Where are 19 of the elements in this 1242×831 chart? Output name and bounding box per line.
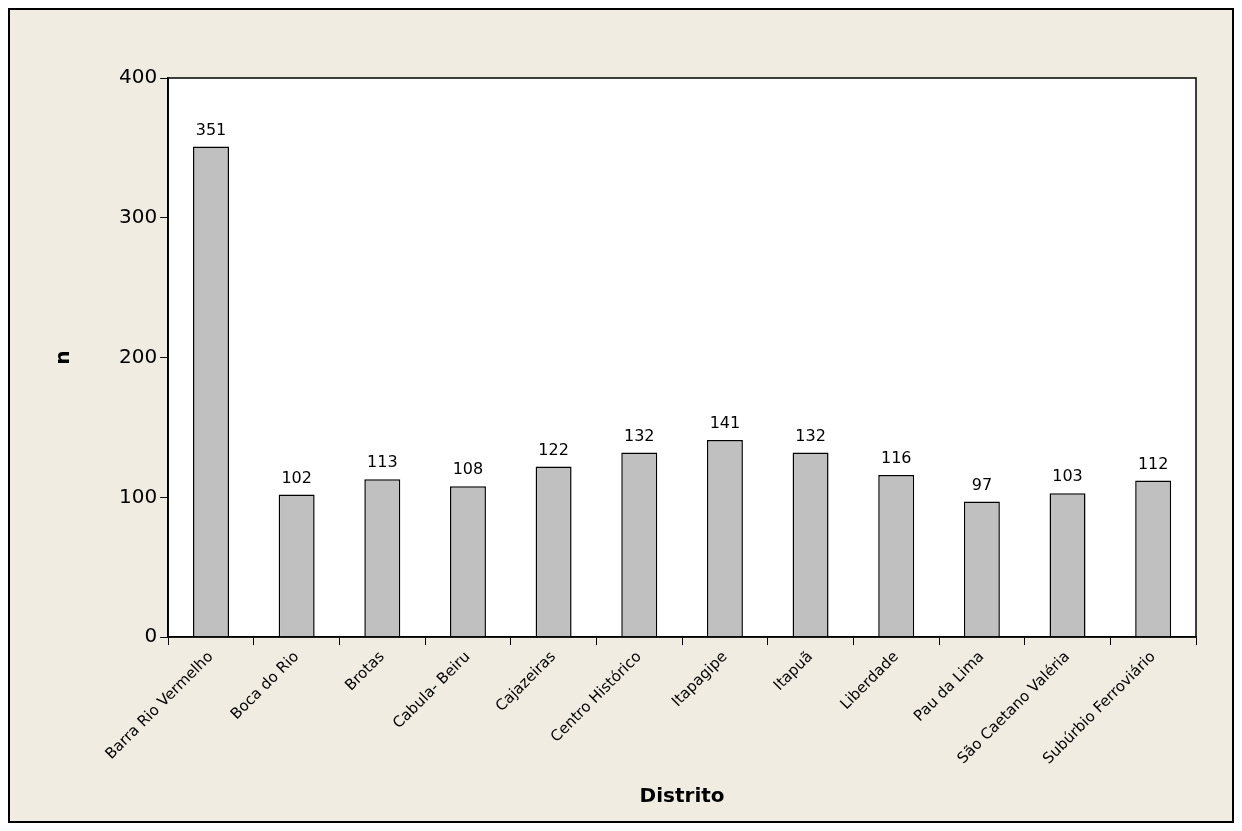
data-label: 113 <box>367 452 398 472</box>
data-label: 132 <box>623 425 655 445</box>
y-axis-title: n <box>50 350 75 365</box>
data-label: 108 <box>452 459 484 479</box>
data-label: 132 <box>795 425 826 445</box>
data-label: 351 <box>195 119 227 139</box>
y-tick-label: 100 <box>118 483 158 508</box>
y-tick-label: 300 <box>118 203 158 228</box>
y-tick-label: 0 <box>144 623 158 648</box>
y-tick-label: 400 <box>118 64 158 89</box>
data-label: 122 <box>538 439 569 459</box>
x-axis-title: Distrito <box>639 783 725 808</box>
data-label: 102 <box>281 467 312 487</box>
data-label: 103 <box>1052 466 1083 486</box>
data-label: 97 <box>971 474 993 494</box>
data-label: 116 <box>880 448 912 468</box>
data-label: 112 <box>1137 453 1169 473</box>
data-label: 141 <box>709 413 741 433</box>
y-tick-label: 200 <box>118 343 158 368</box>
